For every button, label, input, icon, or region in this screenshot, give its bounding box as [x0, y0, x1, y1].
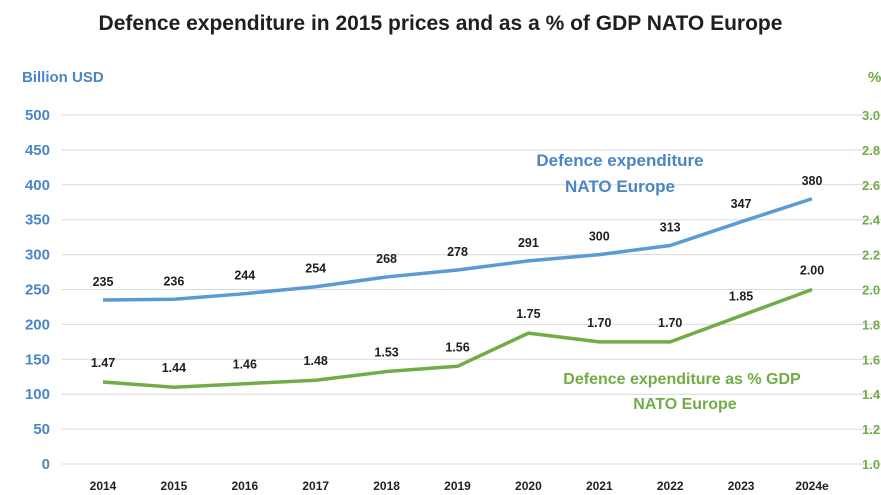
x-axis-tick-label: 2016: [231, 479, 258, 493]
data-label-gdp-share: 1.75: [516, 307, 540, 321]
x-axis-tick-label: 2018: [373, 479, 400, 493]
left-axis-tick-label: 150: [25, 351, 50, 368]
chart-title: Defence expenditure in 2015 prices and a…: [98, 12, 783, 35]
x-axis-tick-label: 2022: [657, 479, 684, 493]
right-axis-ticks: 1.0 1.2 1.4 1.6 1.8 2.0 2.2 2.4 2.6 2.8 3.0: [862, 108, 881, 472]
left-axis-tick-label: 200: [25, 316, 50, 333]
left-axis-tick-label: 50: [33, 421, 50, 438]
right-axis-tick-label: 2.2: [862, 248, 880, 263]
left-axis-tick-label: 0: [42, 456, 50, 473]
right-axis-tick-label: 1.2: [862, 422, 880, 437]
x-axis-tick-label: 2019: [444, 479, 471, 493]
data-labels: 235 236 244 254 268 278 291 300 313 347 380 1.47 1.4…: [91, 174, 824, 375]
x-axis-tick-label: 2024e: [795, 479, 829, 493]
gridlines: [62, 114, 881, 465]
data-label-gdp-share: 2.00: [800, 264, 824, 278]
data-label-gdp-share: 1.56: [445, 340, 469, 354]
left-axis-tick-label: 300: [25, 247, 50, 264]
data-label-expenditure: 380: [802, 174, 823, 188]
data-label-gdp-share: 1.48: [304, 354, 328, 368]
data-label-expenditure: 236: [163, 274, 184, 288]
data-label-expenditure: 347: [731, 197, 752, 211]
data-label-gdp-share: 1.53: [374, 346, 398, 360]
left-axis-tick-label: 100: [25, 386, 50, 403]
data-label-expenditure: 278: [447, 245, 468, 259]
left-axis-tick-label: 250: [25, 282, 50, 299]
data-label-expenditure: 313: [660, 221, 681, 235]
data-label-expenditure: 235: [93, 275, 114, 289]
data-label-gdp-share: 1.47: [91, 356, 115, 370]
data-label-expenditure: 268: [376, 252, 397, 266]
x-axis-tick-label: 2023: [728, 479, 755, 493]
x-axis-tick-label: 2015: [161, 479, 188, 493]
annotation-expenditure-line2: NATO Europe: [565, 177, 675, 196]
left-axis-tick-label: 350: [25, 212, 50, 229]
annotation-gdp-share-line2: NATO Europe: [633, 396, 737, 413]
x-axis-ticks: 2014 2015 2016 2017 2018 2019 2020 2021 2022 2023…: [90, 479, 829, 493]
annotation-expenditure-line1: Defence expenditure: [536, 151, 703, 170]
right-axis-tick-label: 2.0: [862, 283, 880, 298]
x-axis-tick-label: 2020: [515, 479, 542, 493]
left-axis-ticks: 0 50 100 150 200 250 300 350 400 450 500: [25, 107, 50, 473]
x-axis-tick-label: 2021: [586, 479, 613, 493]
x-axis-tick-label: 2017: [302, 479, 329, 493]
data-label-expenditure: 300: [589, 230, 610, 244]
data-label-gdp-share: 1.70: [587, 316, 611, 330]
data-label-expenditure: 244: [234, 269, 255, 283]
annotation-expenditure: Defence expenditure NATO Europe: [536, 151, 703, 196]
data-label-gdp-share: 1.85: [729, 290, 753, 304]
left-axis-tick-label: 450: [25, 142, 50, 159]
data-label-expenditure: 254: [305, 262, 326, 276]
data-label-gdp-share: 1.46: [233, 358, 257, 372]
right-axis-tick-label: 3.0: [862, 108, 880, 123]
right-axis-tick-label: 1.6: [862, 352, 880, 367]
data-label-expenditure: 291: [518, 236, 539, 250]
x-axis-tick-label: 2014: [90, 479, 117, 493]
right-axis-tick-label: 2.8: [862, 143, 880, 158]
data-label-gdp-share: 1.44: [162, 361, 186, 375]
right-axis-tick-label: 1.8: [862, 317, 880, 332]
left-axis-unit-label: Billion USD: [22, 69, 104, 86]
data-label-gdp-share: 1.70: [658, 316, 682, 330]
annotation-gdp-share: Defence expenditure as % GDP NATO Europe: [563, 371, 801, 413]
annotation-gdp-share-line1: Defence expenditure as % GDP: [563, 371, 801, 388]
right-axis-tick-label: 1.4: [862, 387, 881, 402]
right-axis-tick-label: 2.6: [862, 178, 880, 193]
right-axis-tick-label: 1.0: [862, 457, 880, 472]
series-lines: [102, 197, 813, 389]
right-axis-tick-label: 2.4: [862, 213, 881, 228]
left-axis-tick-label: 400: [25, 177, 50, 194]
left-axis-tick-label: 500: [25, 107, 50, 124]
right-axis-unit-label: %: [868, 69, 881, 86]
